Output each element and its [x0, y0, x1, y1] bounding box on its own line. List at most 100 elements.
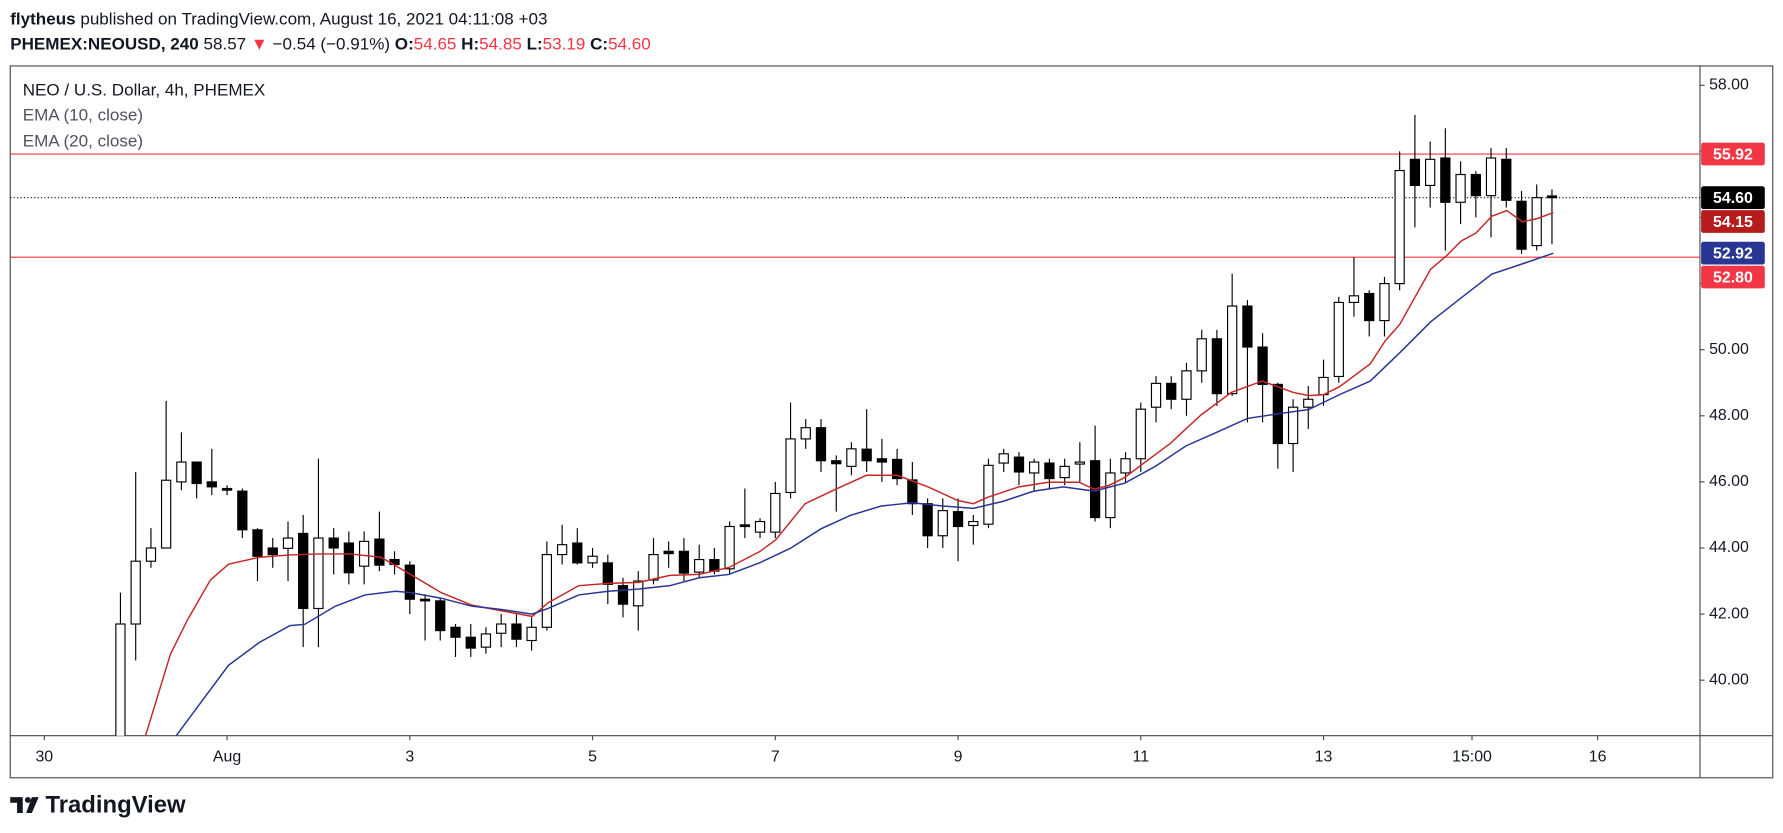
- candle-body: [511, 623, 522, 640]
- x-tick-label: 30: [35, 749, 53, 766]
- candle-body: [267, 547, 278, 556]
- x-tick-label: Aug: [213, 749, 241, 766]
- candle-body: [282, 537, 294, 549]
- symbol-line: PHEMEX:NEOUSD, 240 58.57 ▼ −0.54 (−0.91%…: [10, 34, 651, 53]
- candle-body: [1546, 195, 1558, 199]
- candle-body: [1074, 461, 1085, 465]
- candle-body: [1516, 200, 1527, 250]
- legend-entry: EMA (20, close): [23, 132, 143, 151]
- candle-body: [176, 461, 187, 483]
- candle-body: [602, 562, 613, 585]
- chart-title: NEO / U.S. Dollar, 4h, PHEMEX: [23, 80, 266, 99]
- candle-body: [465, 636, 476, 649]
- candle-body: [343, 542, 355, 574]
- tradingview-logo: [10, 796, 39, 814]
- candle-body: [1257, 346, 1268, 385]
- ohlc-label: H:: [461, 34, 479, 53]
- candle-body: [891, 458, 903, 480]
- candle-body: [998, 453, 1009, 464]
- price-tag-label: 54.60: [1713, 190, 1753, 207]
- y-tick-label: 48.00: [1709, 407, 1749, 424]
- ohlc-value: 54.60: [608, 34, 651, 53]
- candle-body: [1196, 338, 1207, 372]
- ohlc-label: L:: [527, 34, 543, 53]
- candle-body: [435, 600, 446, 632]
- candle-body: [846, 448, 857, 467]
- candle-body: [861, 448, 872, 462]
- candle-body: [1013, 456, 1025, 473]
- candle-body: [1455, 173, 1466, 203]
- candle-body: [1135, 408, 1146, 460]
- candle-body: [556, 544, 568, 556]
- candle-body: [815, 427, 827, 462]
- candle-body: [145, 547, 157, 562]
- legend-entry: EMA (10, close): [23, 105, 143, 124]
- candle-body: [115, 623, 126, 736]
- candle-body: [1333, 301, 1344, 378]
- candle-body: [907, 479, 918, 505]
- ohlc-value: 53.19: [543, 34, 586, 53]
- x-tick-label: 3: [405, 749, 414, 766]
- price: 58.57: [204, 34, 247, 53]
- candle-body: [770, 492, 781, 533]
- candle-body: [831, 460, 842, 465]
- candle-body: [876, 458, 888, 463]
- candle-body: [404, 564, 415, 600]
- x-tick-label: 16: [1589, 749, 1607, 766]
- candle-body: [1227, 305, 1238, 395]
- candle-body: [313, 537, 324, 610]
- candle-body: [374, 538, 385, 566]
- candle-body: [663, 550, 674, 555]
- ohlc-value: 54.85: [479, 34, 522, 53]
- y-tick-label: 42.00: [1709, 605, 1749, 622]
- candle-body: [1059, 465, 1070, 479]
- change: −0.54 (−0.91%): [273, 34, 391, 53]
- candle-body: [1318, 376, 1329, 396]
- candle-body: [1120, 458, 1131, 474]
- candle-body: [541, 554, 553, 628]
- x-tick-label: 11: [1133, 749, 1150, 766]
- ema-line: [144, 209, 1554, 736]
- ohlc-value: 54.65: [414, 34, 457, 53]
- publisher: flytheus: [10, 9, 75, 28]
- candle-body: [739, 524, 751, 528]
- candle-body: [617, 585, 629, 605]
- price-tag: [1701, 265, 1765, 289]
- y-tick-label: 40.00: [1709, 671, 1749, 688]
- candle-body: [1364, 292, 1375, 322]
- candle-body: [419, 598, 431, 602]
- candle-body: [572, 542, 583, 564]
- candle-body: [1485, 157, 1497, 197]
- price-tag: [1701, 186, 1765, 210]
- symbol: PHEMEX:NEOUSD, 240: [10, 34, 199, 53]
- candle-body: [1440, 157, 1451, 203]
- candle-body: [480, 633, 492, 648]
- x-tick-label: 13: [1315, 749, 1333, 766]
- candle-body: [1409, 158, 1421, 186]
- candle-body: [937, 510, 948, 537]
- y-tick-label: 44.00: [1709, 539, 1749, 556]
- candle-body: [1303, 398, 1314, 408]
- x-tick-label: 5: [588, 749, 597, 766]
- candle-body: [1470, 173, 1481, 197]
- candle-body: [191, 461, 202, 485]
- candle-body: [1211, 338, 1223, 395]
- candle-body: [983, 464, 994, 525]
- chart-frame: [9, 65, 1774, 779]
- published: published on TradingView.com, August 16,…: [80, 9, 547, 28]
- brand: TradingView: [45, 792, 186, 819]
- price-tag: [1701, 210, 1765, 233]
- candle-body: [298, 532, 309, 610]
- publish-line: flytheus published on TradingView.com, A…: [10, 9, 547, 28]
- candle-body: [221, 487, 233, 491]
- candle-body: [785, 438, 796, 494]
- candle-body: [450, 626, 461, 638]
- candle-body: [496, 623, 507, 634]
- candle-body: [1531, 197, 1542, 247]
- price-tag-label: 52.92: [1713, 246, 1753, 263]
- x-tick-label: 9: [954, 749, 963, 766]
- candle-body: [648, 554, 659, 581]
- candle-body: [1150, 382, 1162, 408]
- candle-body: [587, 555, 598, 564]
- candle-body: [1394, 169, 1405, 285]
